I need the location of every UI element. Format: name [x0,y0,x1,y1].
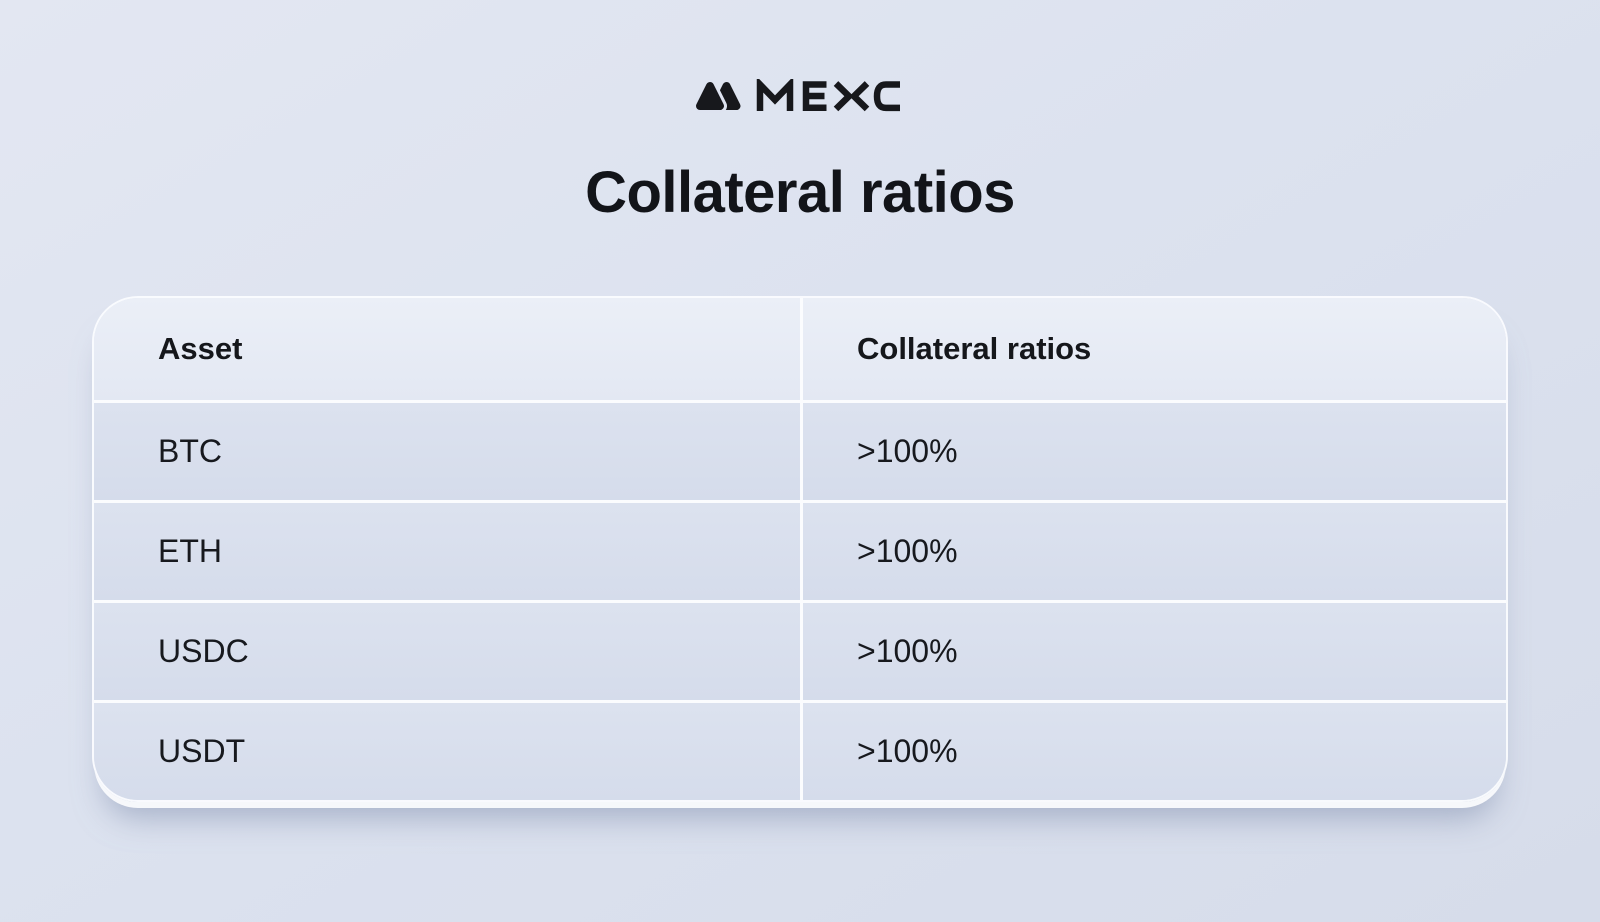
mexc-logo: MEXC [0,0,1600,113]
mexc-wordmark-icon [756,79,900,112]
column-header-collateral-ratios: Collateral ratios [800,298,1506,400]
collateral-ratios-table: Asset Collateral ratios BTC >100% ETH >1… [92,296,1508,802]
ratio-cell: >100% [800,703,1506,800]
table-row-usdt: USDT >100% [94,700,1506,800]
table-row-usdc: USDC >100% [94,600,1506,700]
asset-cell: BTC [158,433,222,469]
table-row-btc: BTC >100% [94,400,1506,500]
table-header-row: Asset Collateral ratios [94,298,1506,400]
asset-cell: USDT [158,733,246,769]
column-header-asset: Asset [158,331,243,366]
page-title: Collateral ratios [585,160,1015,225]
table-row-eth: ETH >100% [94,500,1506,600]
ratio-cell: >100% [800,603,1506,700]
asset-cell: USDC [158,633,249,669]
mexc-logo-icon [696,79,900,113]
asset-cell: ETH [158,533,222,569]
ratio-cell: >100% [800,403,1506,500]
page: MEXC Collateral ratios Asset Collateral … [0,0,1600,802]
ratio-cell: >100% [800,503,1506,600]
mexc-logomark-icon [696,79,741,113]
